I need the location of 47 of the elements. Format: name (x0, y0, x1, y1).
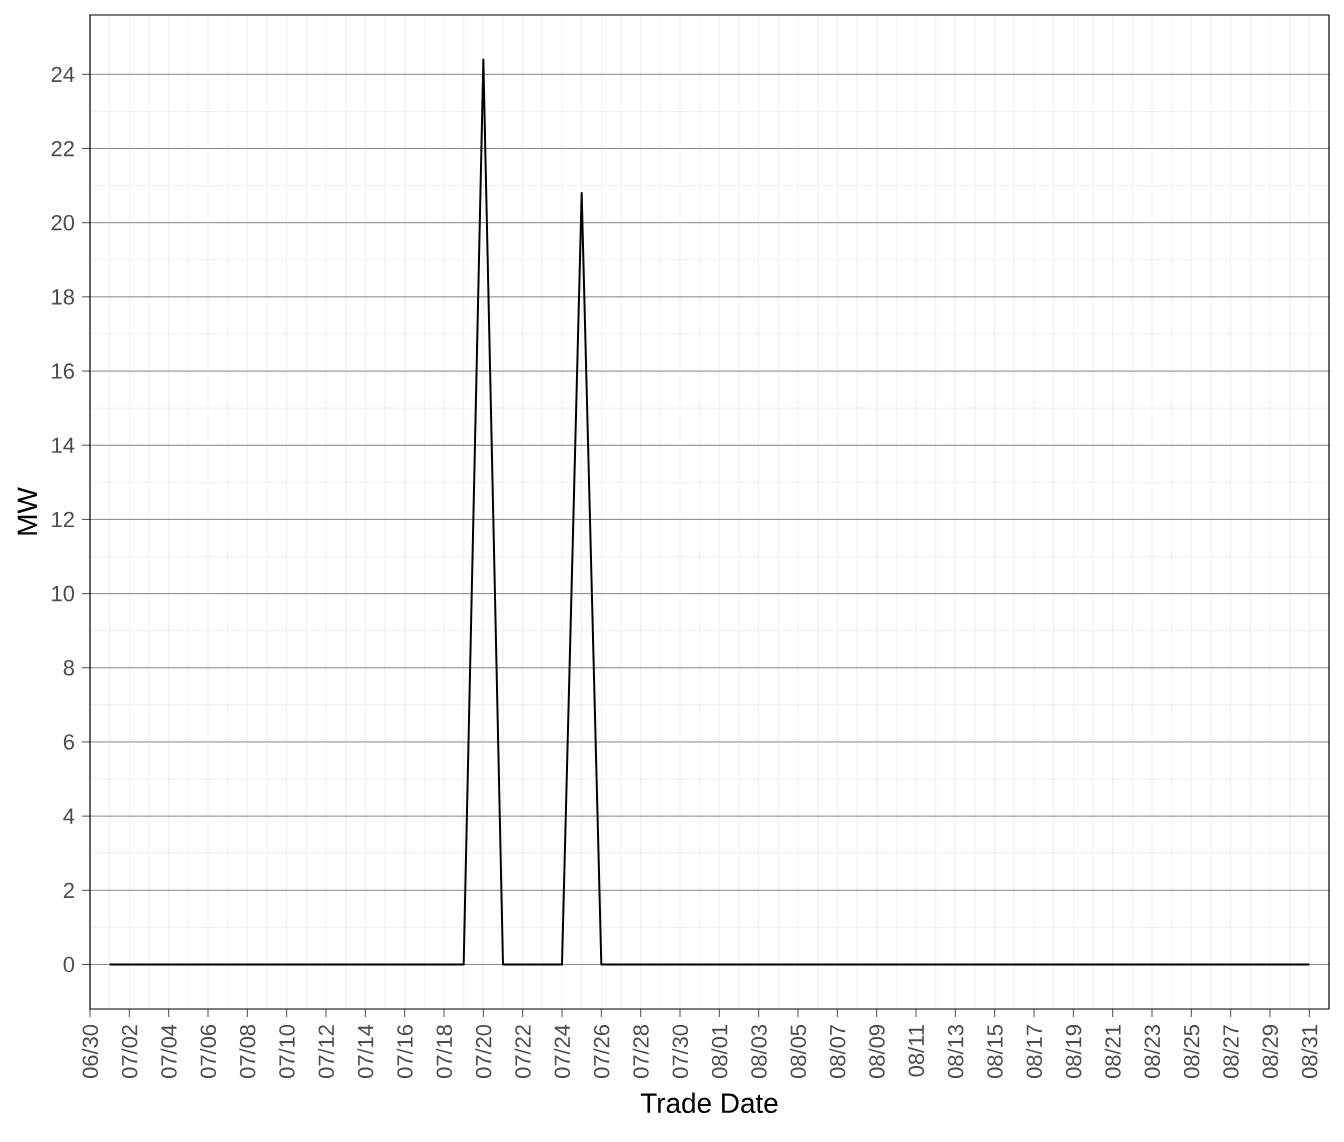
x-tick-label: 08/31 (1301, 1025, 1318, 1079)
x-tick-label: 07/06 (199, 1025, 217, 1079)
y-tick-label: 0 (63, 956, 75, 973)
x-tick-label: 07/30 (671, 1024, 689, 1079)
x-tick-label: 08/21 (1104, 1025, 1121, 1079)
x-tick-label: 07/22 (514, 1025, 531, 1079)
y-tick-label: 4 (63, 808, 75, 824)
y-tick-label: 16 (52, 363, 74, 379)
x-tick-label: 07/18 (435, 1025, 453, 1079)
x-tick-label: 08/27 (1222, 1025, 1239, 1079)
x-axis-title: Trade Date (640, 1092, 778, 1114)
y-axis-title: MW (17, 487, 37, 535)
x-tick-label: 07/26 (593, 1025, 610, 1079)
x-tick-label: 06/30 (81, 1024, 99, 1079)
x-tick-label: 07/28 (632, 1025, 649, 1079)
y-tick-label: 22 (51, 140, 74, 157)
x-tick-label: 07/16 (396, 1025, 413, 1079)
y-tick-label: 8 (63, 660, 74, 676)
y-tick-label: 14 (52, 437, 75, 453)
x-tick-label: 08/29 (1261, 1025, 1279, 1079)
x-tick-label: 08/19 (1065, 1025, 1082, 1079)
y-tick-label: 24 (51, 66, 75, 82)
y-tick-label: 12 (52, 511, 74, 528)
x-tick-label: 08/11 (907, 1025, 925, 1077)
x-tick-label: 07/24 (553, 1024, 571, 1079)
x-tick-label: 08/15 (986, 1024, 1003, 1079)
x-tick-label: 08/23 (1143, 1025, 1161, 1079)
y-tick-label: 10 (52, 585, 75, 602)
x-tick-label: 08/25 (1183, 1024, 1200, 1079)
x-tick-label: 08/09 (868, 1025, 885, 1079)
x-tick-label: 07/12 (317, 1025, 335, 1079)
y-tick-label: 18 (52, 289, 74, 305)
x-tick-label: 08/13 (947, 1025, 964, 1079)
x-tick-label: 07/20 (475, 1024, 492, 1079)
x-tick-label: 07/04 (160, 1024, 177, 1079)
x-tick-label: 08/05 (789, 1024, 807, 1079)
x-tick-label: 07/08 (239, 1025, 256, 1079)
y-tick-label: 2 (63, 882, 74, 898)
x-tick-label: 07/02 (121, 1025, 138, 1079)
x-tick-label: 07/14 (357, 1024, 374, 1079)
x-tick-label: 08/01 (711, 1025, 728, 1079)
x-tick-label: 08/17 (1025, 1025, 1043, 1079)
y-tick-label: 6 (63, 734, 74, 750)
y-tick-label: 20 (51, 214, 75, 231)
x-tick-label: 08/03 (750, 1025, 767, 1079)
x-tick-label: 07/10 (278, 1024, 295, 1079)
x-tick-label: 08/07 (829, 1025, 846, 1079)
